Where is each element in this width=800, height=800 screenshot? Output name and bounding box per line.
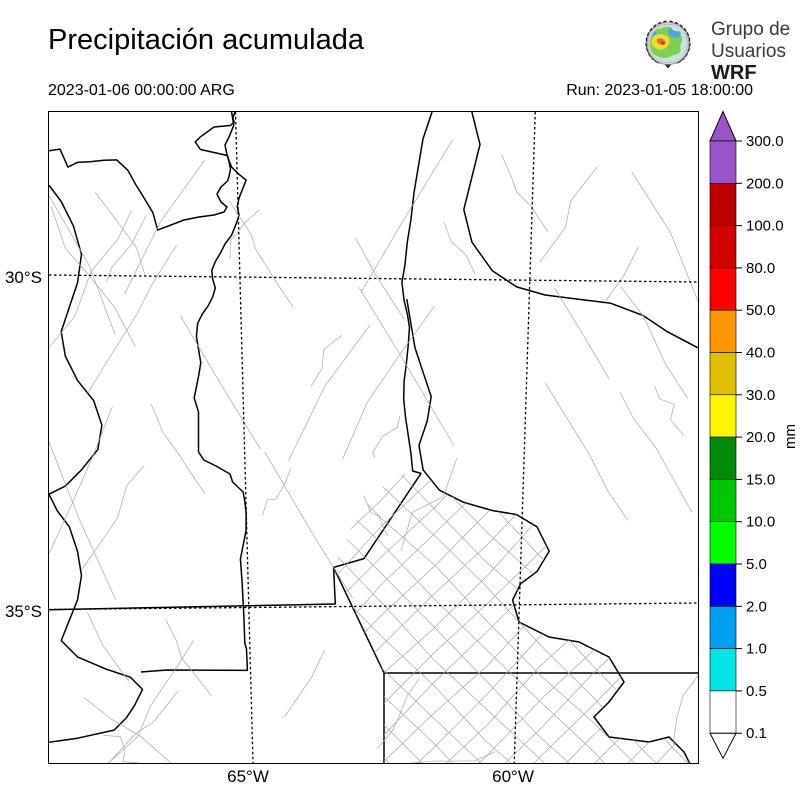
- svg-text:100.0: 100.0: [746, 218, 784, 235]
- svg-text:2.0: 2.0: [746, 598, 767, 615]
- svg-text:0.1: 0.1: [746, 725, 767, 742]
- svg-text:5.0: 5.0: [746, 556, 767, 573]
- svg-text:0.5: 0.5: [746, 683, 767, 700]
- svg-text:30.0: 30.0: [746, 387, 775, 404]
- svg-text:10.0: 10.0: [746, 514, 775, 531]
- svg-text:20.0: 20.0: [746, 429, 775, 446]
- svg-text:200.0: 200.0: [746, 175, 784, 192]
- svg-text:300.0: 300.0: [746, 133, 784, 150]
- svg-text:50.0: 50.0: [746, 302, 775, 319]
- svg-text:80.0: 80.0: [746, 260, 775, 277]
- svg-text:40.0: 40.0: [746, 345, 775, 362]
- svg-text:1.0: 1.0: [746, 641, 767, 658]
- svg-text:15.0: 15.0: [746, 471, 775, 488]
